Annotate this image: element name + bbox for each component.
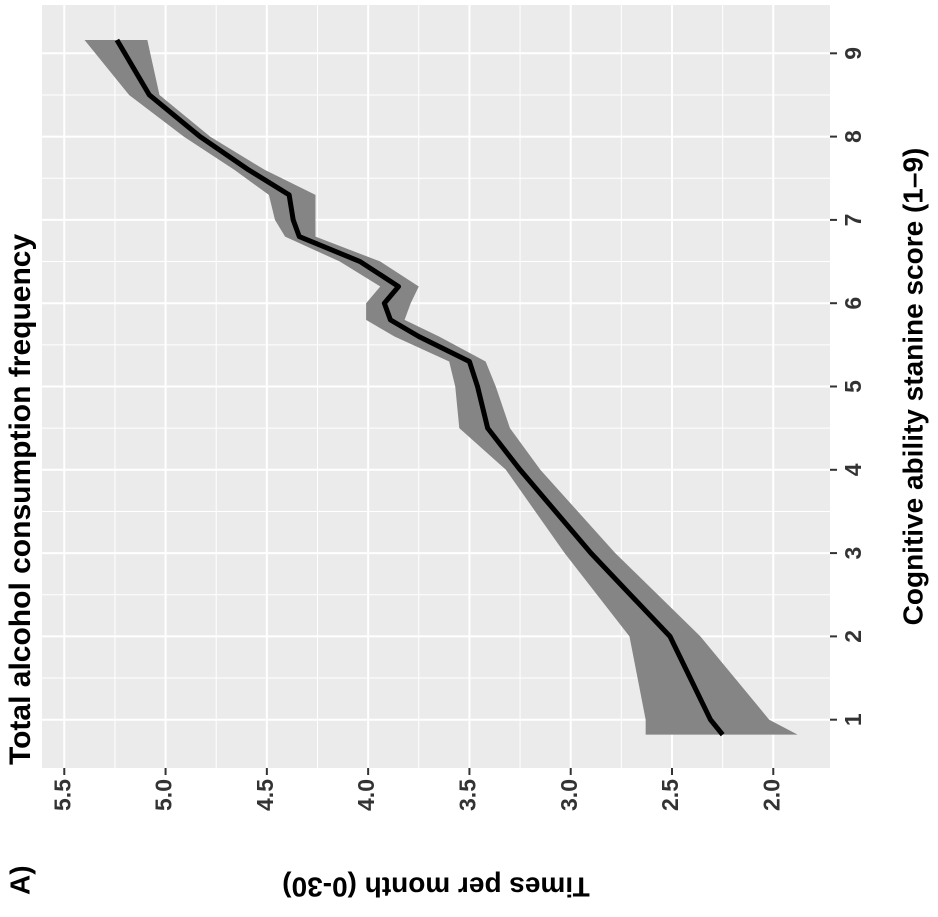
x-axis-label: Cognitive ability stanine score (1–9) — [897, 148, 928, 626]
y-tick-label: 3.0 — [556, 779, 582, 811]
x-tick-label: 8 — [840, 130, 866, 143]
y-tick-label: 5.5 — [49, 779, 75, 811]
y-tick-label: 2.5 — [657, 779, 683, 811]
trend-line — [114, 38, 725, 737]
y-tick-label: 4.5 — [252, 779, 278, 811]
confidence-band — [84, 39, 798, 735]
y-tick-label: 3.5 — [455, 779, 481, 811]
x-tick-label: 7 — [840, 214, 866, 227]
x-tick-label: 5 — [840, 380, 866, 393]
panel-label: A) — [4, 865, 35, 895]
y-tick-label: 2.0 — [758, 779, 784, 811]
chart-title: Total alcohol consumption frequency — [4, 234, 37, 765]
x-tick-label: 3 — [840, 547, 866, 560]
x-tick-label: 4 — [840, 463, 866, 476]
x-tick-label: 2 — [840, 630, 866, 643]
y-tick-label: 4.0 — [353, 779, 379, 811]
x-tick-label: 9 — [840, 47, 866, 60]
y-tick-label: 5.0 — [151, 779, 177, 811]
x-tick-label: 6 — [840, 297, 866, 310]
y-axis-label: Times per month (0-30) — [282, 872, 590, 903]
x-tick-label: 1 — [840, 713, 866, 726]
